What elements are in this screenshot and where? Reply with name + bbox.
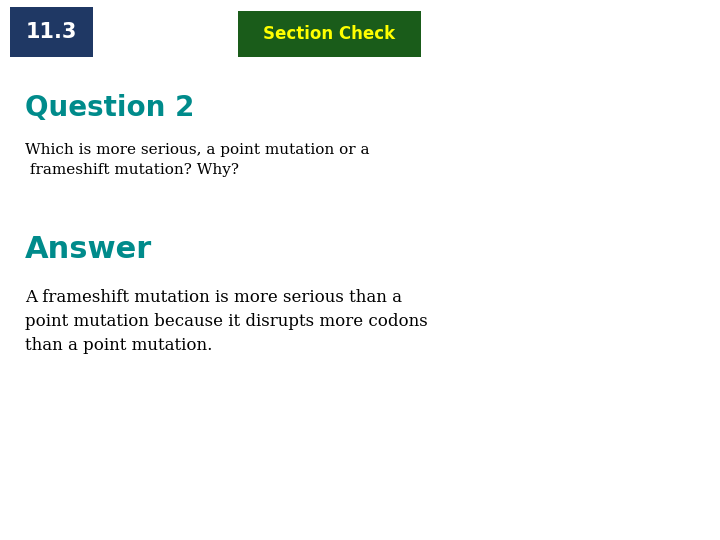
Text: Which is more serious, a point mutation or a
 frameshift mutation? Why?: Which is more serious, a point mutation … [25,143,369,177]
Text: Section Check: Section Check [264,25,395,43]
Text: A frameshift mutation is more serious than a
point mutation because it disrupts : A frameshift mutation is more serious th… [25,289,428,354]
Text: Question 2: Question 2 [25,94,194,123]
Text: 11.3: 11.3 [26,22,77,42]
FancyBboxPatch shape [238,11,421,57]
Text: Answer: Answer [25,235,153,264]
FancyBboxPatch shape [10,7,93,57]
